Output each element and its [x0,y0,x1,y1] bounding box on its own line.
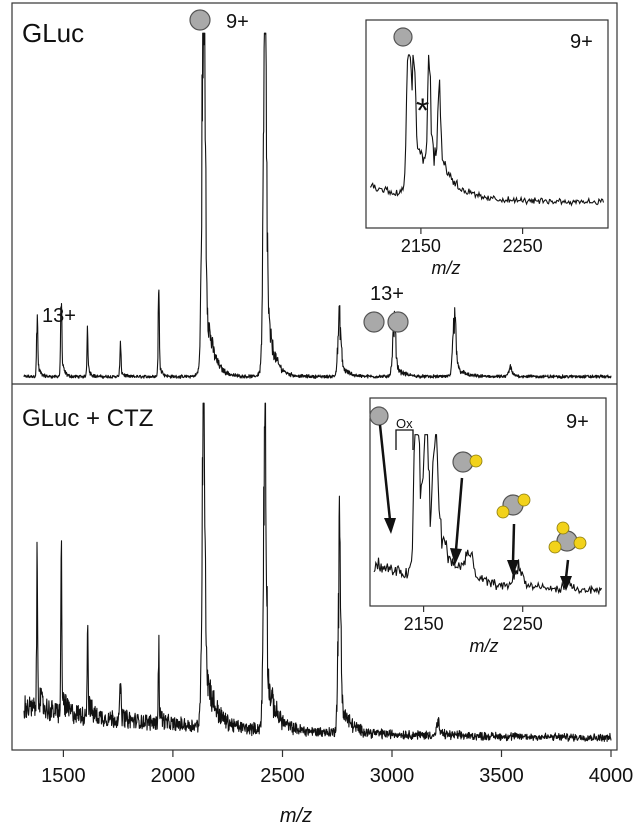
two-ligand-complex-icon [496,493,531,519]
spectrum-trace-gluc-ctz [23,402,612,743]
x-tick-label: 2150 [404,614,444,634]
figure-frame [11,2,618,751]
monomer-icon [393,27,413,47]
arrow-one-ligand [450,477,464,565]
arrow-apo [378,424,396,534]
ox-label: Ox [396,416,413,431]
panel-label-gluc: GLuc [22,18,84,48]
monomer-icon [369,406,389,426]
inset-gluc-ctz: Ox 9+ [369,397,607,656]
dimer-icon-right [387,311,409,333]
charge-label-9plus: 9+ [226,11,249,33]
inset-charge-label: 9+ [570,31,593,53]
x-tick-label: 1500 [41,765,86,787]
charge-label-13plus: 13+ [42,305,76,327]
arrow-three-ligands [560,559,572,591]
inset-axis-title: m/z [432,258,461,278]
spectrum-trace-gluc [23,32,612,379]
x-tick-label: 3500 [479,765,524,787]
arrow-two-ligands [507,523,519,576]
x-tick-label: 2000 [151,765,196,787]
x-tick-label: 2250 [503,236,543,256]
monomer-icon [189,9,211,31]
inset-axis-title: m/z [470,636,499,656]
ox-bracket [395,429,414,450]
one-ligand-complex-icon [452,451,483,473]
panel-label-gluc-ctz: GLuc + CTZ [22,405,153,432]
dimer-icon-left [363,311,385,333]
asterisk-label: * [416,92,429,130]
x-tick-label: 2500 [260,765,305,787]
x-tick-label: 2250 [503,614,543,634]
charge-label-13plus-dimer: 13+ [370,283,404,305]
inset-spectrum-trace [369,54,605,207]
three-ligand-complex-icon [548,521,587,554]
x-tick-label: 3000 [370,765,415,787]
x-axis-title: m/z [280,805,312,827]
inset-spectrum-trace [373,434,602,596]
inset-charge-label: 9+ [566,411,589,433]
x-axis: 1500 2000 2500 3000 3500 4000 [41,750,633,787]
inset-gluc: 9+ * 2150 2250 m/z [365,19,609,278]
x-tick-label: 4000 [589,765,634,787]
x-tick-label: 2150 [401,236,441,256]
